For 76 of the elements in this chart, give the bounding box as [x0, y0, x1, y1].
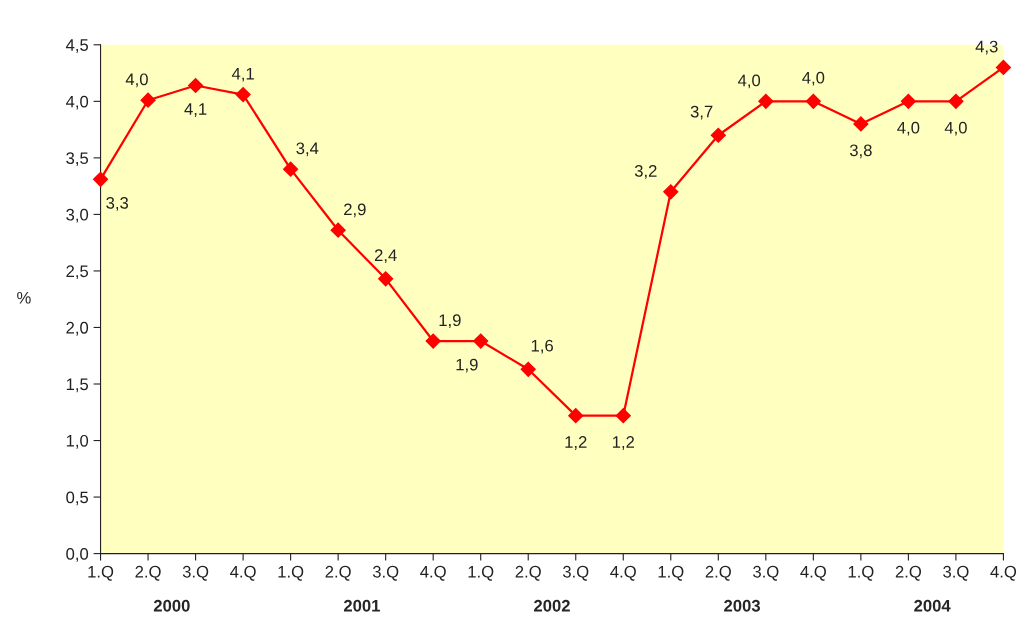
data-label: 1,2 [565, 436, 587, 450]
text: 2003 [724, 599, 761, 612]
data-label: 3,3 [106, 197, 129, 211]
data-label: 4,0 [737, 74, 761, 89]
text: 2004 [914, 599, 951, 612]
x-tick-label: 4.Q [990, 565, 1017, 581]
point [663, 184, 679, 200]
point [710, 127, 726, 143]
x-tick-label: 3.Q [372, 565, 399, 581]
x-tick-label: 1.Q [88, 565, 114, 581]
data-label: 4,0 [944, 121, 967, 136]
data-label: 4,0 [802, 71, 825, 86]
data-label: 4,0 [125, 73, 148, 88]
y-tick-label: 0,5 [66, 491, 89, 506]
text: 2002 [534, 599, 570, 612]
y-tick-label: 2,0 [66, 321, 89, 336]
point [425, 333, 441, 349]
x-tick-label: 4.Q [420, 565, 446, 581]
x-tick-label: 2.Q [135, 565, 161, 581]
data-label: 1,6 [531, 339, 553, 354]
point [378, 271, 394, 287]
y-tick-label: 4,5 [65, 39, 89, 53]
y-axis-title: % [17, 291, 31, 304]
point [520, 361, 536, 377]
point [805, 93, 821, 109]
x-tick-label: 1.Q [848, 565, 874, 581]
y-tick-label: 3,5 [66, 152, 89, 167]
x-tick-label: 3.Q [182, 565, 209, 581]
x-tick-label: 2.Q [705, 565, 731, 581]
point [283, 161, 299, 177]
data-label: 4,1 [231, 67, 254, 82]
data-label: 1,9 [456, 358, 478, 373]
x-tick-label: 3.Q [562, 565, 589, 581]
data-label: 3,4 [296, 142, 319, 157]
y-tick-label: 4,0 [65, 95, 89, 110]
point [900, 93, 916, 109]
x-tick-label: 1.Q [468, 565, 494, 581]
point [758, 93, 774, 109]
point [330, 222, 346, 238]
x-tick-label: 2.Q [325, 565, 351, 581]
point [188, 77, 204, 94]
x-tick-label: 3.Q [753, 565, 779, 581]
x-tick-label: 2.Q [895, 565, 922, 581]
text: 2000 [153, 599, 190, 612]
data-label: 3,8 [849, 144, 872, 159]
x-tick-label: 4.Q [610, 565, 636, 581]
point [948, 93, 964, 109]
point [568, 408, 584, 424]
x-tick-label: 1.Q [658, 565, 684, 581]
x-tick-label: 3.Q [943, 565, 969, 581]
y-tick-label: 1,5 [66, 378, 89, 393]
data-label: 3,7 [690, 105, 713, 120]
x-tick-label: 4.Q [800, 565, 826, 581]
y-tick-label: 2,5 [66, 265, 89, 280]
point [92, 171, 109, 187]
data-label: 1,9 [439, 314, 461, 329]
point [235, 86, 251, 103]
point [140, 92, 156, 108]
y-tick-label: 0,0 [66, 548, 89, 562]
text: 2001 [343, 599, 380, 612]
point [995, 59, 1011, 75]
data-label: 4,1 [184, 103, 207, 117]
y-tick-label: 3,0 [66, 208, 89, 223]
x-tick-label: 1.Q [278, 565, 304, 581]
data-label: 3,2 [634, 165, 657, 179]
point [473, 333, 489, 349]
point [615, 408, 631, 424]
y-tick-label: 1,0 [66, 434, 89, 449]
data-label: 2,4 [374, 249, 397, 264]
x-tick-label: 2.Q [515, 565, 541, 581]
x-tick-label: 4.Q [230, 565, 256, 581]
data-label: 4,0 [897, 121, 920, 136]
data-label: 2,9 [344, 203, 366, 218]
data-label: 1,2 [612, 436, 635, 450]
data-label: 4,3 [975, 40, 998, 55]
point [853, 116, 869, 132]
